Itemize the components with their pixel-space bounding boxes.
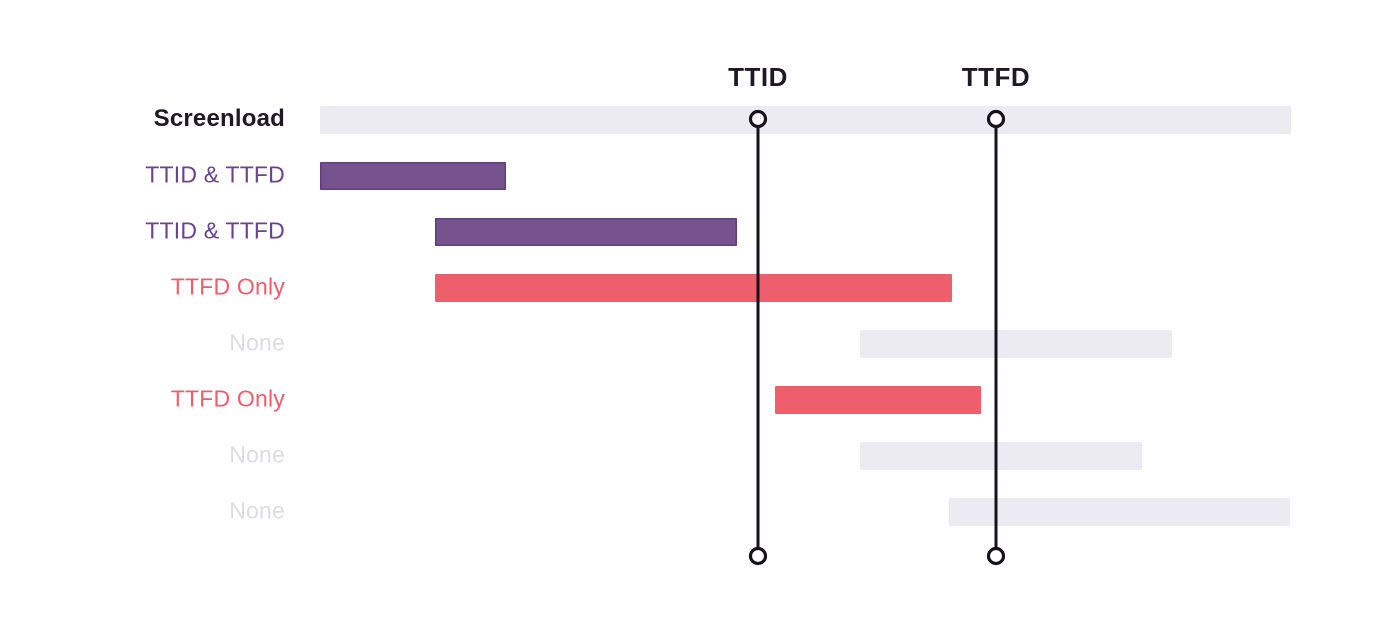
span-bar-ttfd_only-row4 xyxy=(435,274,952,302)
span-bar-none-row8 xyxy=(949,498,1290,526)
marker-label-ttid: TTID xyxy=(728,62,788,92)
span-bar-none-row5 xyxy=(860,330,1172,358)
span-bar-none-row7 xyxy=(860,442,1142,470)
span-bar-ttid_ttfd-row3 xyxy=(435,218,737,246)
span-bar-ttfd_only-row6 xyxy=(775,386,981,414)
row-label-row6: TTFD Only xyxy=(170,385,285,412)
row-label-row2: TTID & TTFD xyxy=(145,161,285,188)
marker-dot-ttfd-bottom xyxy=(986,546,1006,566)
marker-dot-ttid-bottom xyxy=(748,546,768,566)
marker-label-ttfd: TTFD xyxy=(961,62,1031,92)
row-label-row5: None xyxy=(229,329,285,356)
row-label-row4: TTFD Only xyxy=(170,273,285,300)
span-bar-ttid_ttfd-row2 xyxy=(320,162,506,190)
row-label-row8: None xyxy=(229,497,285,524)
row-label-row7: None xyxy=(229,441,285,468)
span-bar-screenload-row1 xyxy=(320,106,1291,134)
row-label-row1: Screenload xyxy=(153,104,285,132)
row-label-row3: TTID & TTFD xyxy=(145,217,285,244)
